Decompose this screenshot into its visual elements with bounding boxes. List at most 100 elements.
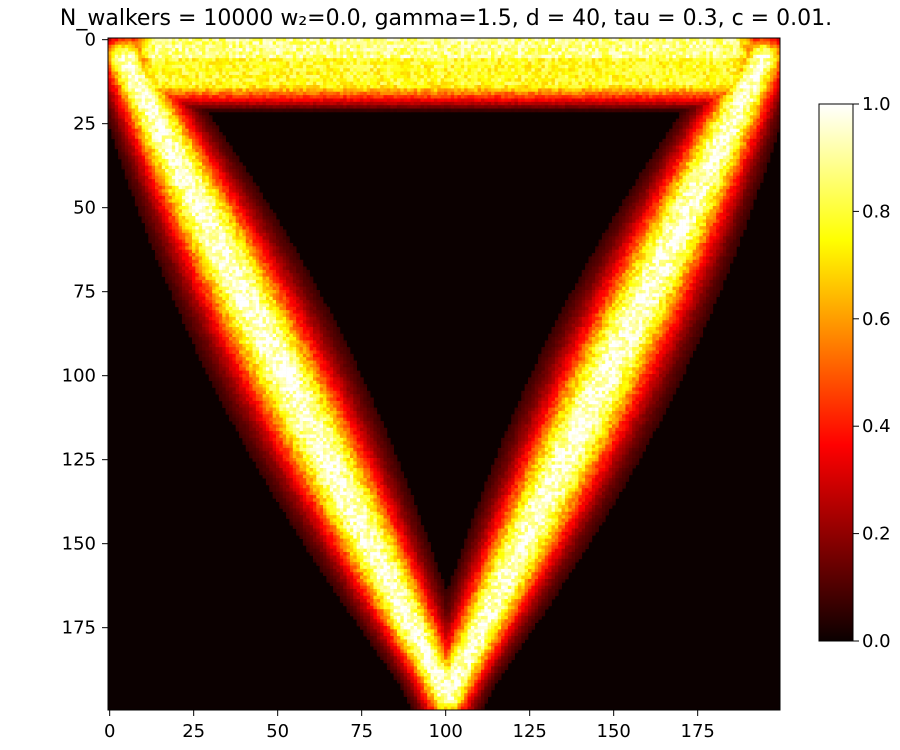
heatmap-cell <box>400 101 405 106</box>
heatmap-cell <box>588 68 593 72</box>
heatmap-cell <box>323 41 327 46</box>
heatmap-cell <box>131 138 136 143</box>
heatmap-cell <box>497 48 502 52</box>
heatmap-cell <box>517 108 522 113</box>
heatmap-cell <box>605 95 609 99</box>
heatmap-cell <box>564 85 569 89</box>
heatmap-cell <box>286 68 290 72</box>
heatmap-cell <box>685 95 690 99</box>
heatmap-cell <box>685 48 690 52</box>
heatmap-cell <box>433 81 438 86</box>
heatmap-cell <box>732 122 737 126</box>
heatmap-cell <box>118 105 122 109</box>
heatmap-cell <box>484 98 489 103</box>
heatmap-cell <box>746 85 751 89</box>
heatmap-cell <box>524 81 529 86</box>
heatmap-cell <box>450 108 455 113</box>
heatmap-cell <box>245 98 250 103</box>
heatmap-cell <box>638 108 643 113</box>
heatmap-cell <box>514 51 519 56</box>
heatmap-cell <box>111 128 116 133</box>
heatmap-cell <box>420 44 425 49</box>
heatmap-cell <box>696 128 700 133</box>
heatmap-cell <box>205 138 210 143</box>
heatmap-cell <box>564 95 569 99</box>
heatmap-cell <box>208 118 213 123</box>
heatmap-cell <box>292 101 297 106</box>
heatmap-cell <box>706 48 710 52</box>
heatmap-cell <box>329 71 334 76</box>
heatmap-cell <box>128 142 132 146</box>
heatmap-cell <box>732 81 737 86</box>
heatmap-cell <box>181 108 186 113</box>
heatmap-cell <box>376 58 381 62</box>
heatmap-cell <box>430 71 435 76</box>
heatmap-cell <box>460 71 465 76</box>
heatmap-cell <box>255 101 260 106</box>
heatmap-cell <box>484 58 489 62</box>
heatmap-cell <box>212 128 216 133</box>
heatmap-cell <box>323 101 327 106</box>
heatmap-cell <box>736 51 741 56</box>
heatmap-cell <box>124 61 129 66</box>
heatmap-cell <box>568 68 573 72</box>
heatmap-cell <box>719 81 724 86</box>
heatmap-cell <box>114 51 119 56</box>
heatmap-cell <box>376 44 381 49</box>
heatmap-cell <box>669 88 673 93</box>
heatmap-cell <box>743 101 747 106</box>
heatmap-cell <box>729 91 734 96</box>
heatmap-cell <box>568 95 573 99</box>
heatmap-cell <box>245 58 250 62</box>
heatmap-cell <box>309 81 314 86</box>
heatmap-cell <box>309 88 314 93</box>
heatmap-cell <box>366 91 371 96</box>
heatmap-cell <box>205 44 210 49</box>
heatmap-cell <box>645 61 650 66</box>
heatmap-cell <box>749 108 754 113</box>
heatmap-cell <box>517 91 522 96</box>
heatmap-cell <box>665 38 670 42</box>
heatmap-cell <box>178 132 183 136</box>
heatmap-cell <box>548 88 552 93</box>
heatmap-cell <box>370 98 374 103</box>
heatmap-cell <box>585 58 589 62</box>
heatmap-cell <box>346 91 351 96</box>
heatmap-cell <box>118 85 122 89</box>
heatmap-cell <box>134 68 139 72</box>
heatmap-cell <box>538 64 542 69</box>
heatmap-cell <box>672 64 677 69</box>
heatmap-cell <box>467 54 472 59</box>
heatmap-cell <box>561 71 566 76</box>
heatmap-cell <box>732 51 737 56</box>
heatmap-cell <box>675 118 680 123</box>
heatmap-cell <box>252 48 257 52</box>
heatmap-cell <box>598 41 603 46</box>
heatmap-cell <box>685 74 690 79</box>
heatmap-cell <box>766 118 771 123</box>
heatmap-cell <box>528 41 532 46</box>
heatmap-cell <box>769 41 774 46</box>
heatmap-cell <box>655 85 660 89</box>
heatmap-cell <box>108 118 112 123</box>
heatmap-cell <box>134 38 139 42</box>
heatmap-cell <box>474 85 478 89</box>
heatmap-cell <box>131 81 136 86</box>
heatmap-cell <box>192 88 196 93</box>
heatmap-cell <box>679 105 683 109</box>
heatmap-cell <box>467 38 472 42</box>
heatmap-cell <box>679 108 683 113</box>
heatmap-cell <box>689 71 693 76</box>
heatmap-cell <box>185 125 189 130</box>
heatmap-cell <box>575 51 579 56</box>
heatmap-cell <box>464 48 468 52</box>
heatmap-cell <box>202 105 206 109</box>
heatmap-cell <box>450 81 455 86</box>
heatmap-cell <box>259 74 263 79</box>
heatmap-cell <box>111 48 116 52</box>
heatmap-cell <box>218 61 223 66</box>
heatmap-cell <box>514 98 519 103</box>
heatmap-cell <box>712 101 717 106</box>
heatmap-cell <box>312 64 317 69</box>
heatmap-cell <box>444 51 448 56</box>
